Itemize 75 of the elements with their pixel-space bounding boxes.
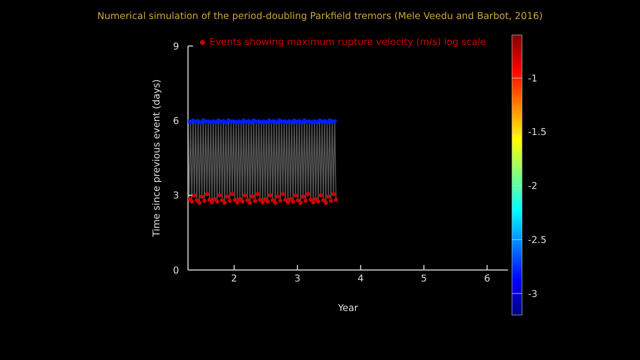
legend-label: Events showing maximum rupture velocity (m/s) log scale (209, 37, 486, 48)
point (190, 199, 194, 204)
point (204, 192, 210, 196)
x-tick-label: 4 (358, 274, 364, 285)
point (225, 194, 230, 199)
point (304, 198, 308, 203)
point (270, 198, 275, 202)
x-tick-label: 2 (231, 274, 238, 285)
point (316, 199, 320, 204)
point (197, 200, 202, 205)
point (235, 200, 240, 204)
point (331, 192, 336, 196)
point (255, 192, 260, 196)
point (220, 198, 224, 202)
point (222, 200, 227, 205)
color-bar-label: -1.5 (528, 127, 547, 138)
point (326, 194, 331, 199)
point (308, 198, 313, 202)
point (230, 192, 234, 196)
x-tick-label: 3 (294, 274, 300, 285)
point (238, 196, 242, 202)
point (258, 198, 262, 202)
point (306, 192, 310, 196)
point (218, 193, 222, 198)
point (207, 198, 212, 202)
point (286, 200, 290, 204)
y-tick-label: 6 (172, 116, 179, 128)
x-axis-title: Year (336, 303, 358, 314)
point (200, 194, 204, 199)
point (242, 193, 248, 198)
point (245, 198, 250, 202)
point (280, 192, 285, 196)
point (188, 196, 192, 202)
point (266, 199, 270, 204)
point (332, 119, 337, 124)
point (240, 199, 244, 204)
point (288, 196, 293, 202)
x-tick-label: 6 (484, 274, 490, 285)
point (290, 199, 296, 204)
point (318, 193, 323, 198)
point (298, 200, 303, 205)
point (324, 200, 328, 205)
y-tick-label: 9 (172, 41, 179, 52)
point (276, 194, 280, 199)
point (252, 198, 258, 203)
point (228, 198, 232, 203)
y-tick-label: 0 (172, 265, 179, 276)
point (268, 193, 272, 198)
point (250, 194, 255, 199)
y-tick-label: 3 (172, 190, 179, 202)
color-bar-label: -2.5 (528, 234, 547, 246)
point (214, 199, 220, 204)
point (232, 198, 237, 202)
point (311, 200, 316, 204)
x-tick-label: 5 (420, 274, 427, 285)
point (210, 200, 214, 204)
point (334, 198, 338, 202)
point (278, 198, 282, 203)
color-bar-label: -1 (528, 73, 538, 84)
point (202, 198, 207, 203)
point (194, 198, 199, 202)
point (293, 193, 298, 198)
point (283, 198, 288, 202)
color-bar-label: -2 (528, 181, 538, 192)
point (260, 200, 265, 204)
point (273, 200, 278, 205)
point (192, 193, 196, 198)
point (300, 194, 306, 199)
color-bar-label: -3 (528, 288, 538, 300)
point (248, 200, 252, 205)
point (328, 198, 334, 203)
chart-title: Numerical simulation of the period-doubling Parkfield tremors (Mele Veedu and Barbot, 2016) (96, 11, 544, 22)
point (296, 198, 300, 202)
y-axis-title: Time since previous event (days) (151, 79, 162, 238)
point (321, 198, 326, 202)
